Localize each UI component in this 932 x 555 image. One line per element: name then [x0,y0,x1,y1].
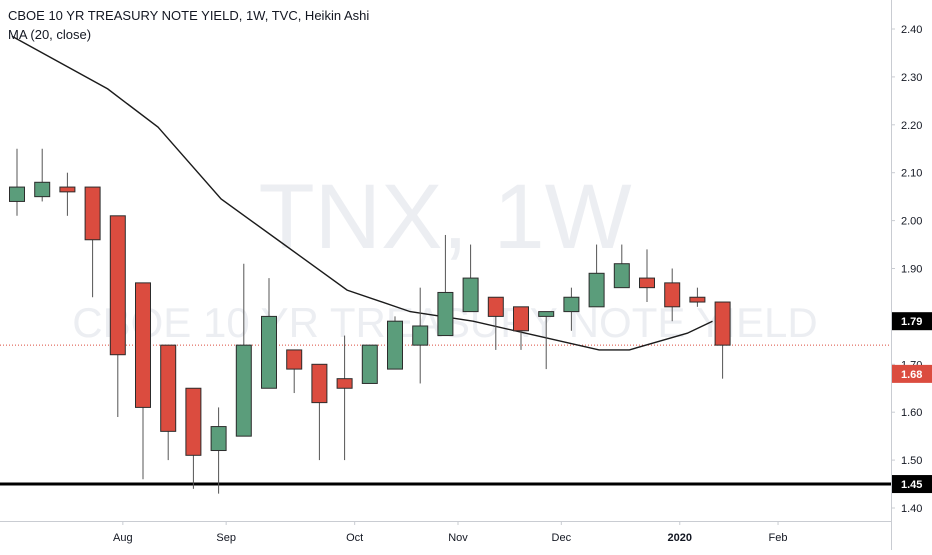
candle-body [412,325,429,346]
candle [34,148,51,202]
candle [185,387,202,489]
candle-body [588,272,605,308]
candle [109,215,126,417]
candle-body [109,215,126,356]
candle-body [437,291,454,337]
time-axis[interactable]: Aug Sep Oct Nov Dec 2020 Feb [0,521,891,544]
candle-body [689,296,706,303]
chart-legend: CBOE 10 YR TREASURY NOTE YIELD, 1W, TVC,… [8,6,369,44]
candle-body [311,363,328,404]
candle [210,407,227,494]
candle [714,301,731,379]
candle-body [664,282,681,308]
candle-body [235,344,252,437]
candle-body [361,344,378,384]
price-label-box [892,312,932,331]
candle [412,287,429,384]
candle-body [160,344,177,432]
candle-body [210,426,227,452]
candle-body [84,186,101,241]
candle [387,316,403,370]
candle-body [286,349,303,370]
price-tick-label: 1.60 [901,407,922,419]
price-tick-label: 1.40 [901,503,922,515]
candle [59,172,76,216]
candle-body [135,282,151,408]
candle [437,234,454,337]
price-axis[interactable]: 2.402.302.202.102.001.901.801.701.601.50… [891,0,932,550]
candle-body [34,181,51,198]
candle [336,335,353,461]
candle-body [538,311,555,317]
candle [613,244,630,289]
time-tick-label: 2020 [668,532,692,544]
candle-body [9,186,25,202]
candle [235,263,252,437]
candle-body [387,320,403,370]
price-axis-background [891,0,932,550]
price-tick-label: 1.90 [901,264,922,276]
candle [135,282,151,480]
time-tick-label: Aug [113,532,133,544]
indicator-label[interactable]: MA (20, close) [8,27,92,42]
time-tick-label: Dec [552,532,572,544]
candle [361,344,378,384]
horizontal-lines [0,344,891,486]
candle [286,349,303,394]
candles [9,148,731,494]
candle [9,148,25,216]
price-tick-label: 2.10 [901,168,922,180]
candle [311,363,328,461]
time-tick-label: Oct [346,532,363,544]
time-tick-label: Sep [216,532,236,544]
candle [261,278,277,389]
candle-body [261,315,277,389]
price-label: 1.79 [901,316,922,328]
price-tick-label: 2.30 [901,72,922,84]
time-tick-label: Nov [448,532,468,544]
ma-line [11,35,713,351]
candle [487,296,504,350]
candle-body [487,296,504,317]
price-tick-label: 1.50 [901,455,922,467]
price-tick-label: 2.20 [901,120,922,132]
candle [639,249,655,303]
candle-body [639,277,655,289]
moving-average [11,35,713,351]
price-label: 1.45 [901,479,922,491]
candle [563,287,580,331]
candle [513,306,529,350]
candle-body [563,296,580,313]
price-label-box [892,475,932,494]
candle [664,268,681,322]
price-label: 1.68 [901,369,922,381]
price-tick-label: 2.00 [901,216,922,228]
price-tick-label: 2.40 [901,24,922,36]
candle [160,344,177,461]
candle-body [59,186,76,193]
candle [588,244,605,308]
candle [84,186,101,298]
time-tick-label: Feb [769,532,788,544]
candle [538,311,555,370]
candle [462,244,479,313]
candle-body [513,306,529,332]
price-label-box [892,364,932,383]
chart-title[interactable]: CBOE 10 YR TREASURY NOTE YIELD, 1W, TVC,… [8,8,370,23]
candle [689,287,706,307]
candle-body [714,301,731,346]
candle-body [336,378,353,389]
candle-body [613,263,630,289]
candle-body [185,387,202,456]
candle-body [462,277,479,313]
